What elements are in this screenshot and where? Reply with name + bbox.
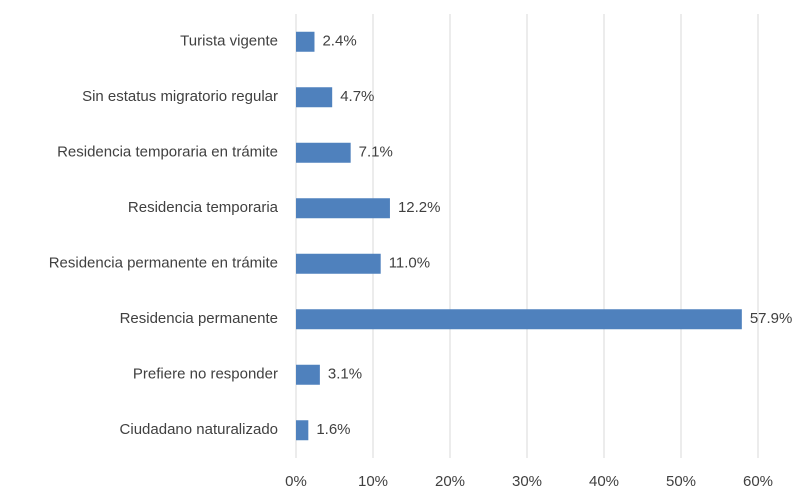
bar [296, 31, 315, 52]
y-tick-label: Residencia temporaria [128, 199, 279, 216]
y-tick-label: Turista vigente [180, 33, 278, 50]
bar [296, 364, 320, 385]
y-tick-label: Ciudadano naturalizado [120, 421, 278, 438]
y-tick-label: Sin estatus migratorio regular [82, 88, 278, 105]
y-tick-label: Prefiere no responder [133, 366, 278, 383]
x-tick-label: 30% [512, 473, 542, 489]
data-label: 4.7% [340, 88, 374, 105]
data-label: 1.6% [316, 421, 350, 438]
x-tick-label: 0% [285, 473, 307, 489]
data-label: 3.1% [328, 366, 362, 383]
bar [296, 420, 309, 441]
x-tick-label: 60% [743, 473, 773, 489]
data-label: 7.1% [359, 144, 393, 161]
y-tick-label: Residencia temporaria en trámite [57, 144, 278, 161]
x-tick-label: 20% [435, 473, 465, 489]
bar [296, 87, 333, 108]
data-label: 2.4% [322, 33, 356, 50]
data-label: 57.9% [750, 310, 793, 327]
data-label: 11.0% [389, 255, 430, 272]
bar [296, 253, 381, 274]
x-tick-label: 10% [358, 473, 388, 489]
data-label: 12.2% [398, 199, 441, 216]
y-tick-label: Residencia permanente [120, 310, 278, 327]
bar [296, 142, 351, 163]
bar [296, 198, 390, 219]
bar [296, 309, 742, 330]
y-tick-label: Residencia permanente en trámite [49, 255, 278, 272]
x-tick-label: 50% [666, 473, 696, 489]
x-tick-label: 40% [589, 473, 619, 489]
